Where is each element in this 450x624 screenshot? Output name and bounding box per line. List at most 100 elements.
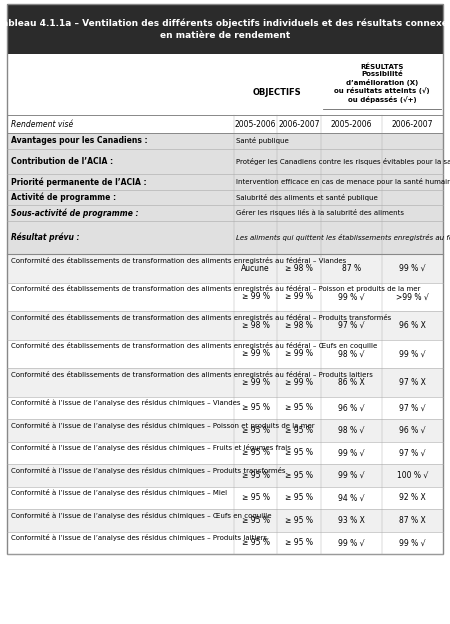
Text: Conformité à l’issue de l’analyse des résidus chimiques – Miel: Conformité à l’issue de l’analyse des ré…	[11, 489, 227, 496]
Text: ≥ 98 %: ≥ 98 %	[285, 264, 313, 273]
Bar	[7, 54, 443, 57]
Text: Conformité à l’issue de l’analyse des résidus chimiques – Œufs en coquille: Conformité à l’issue de l’analyse des ré…	[11, 512, 271, 519]
Text: Santé publique: Santé publique	[236, 137, 288, 144]
Bar	[7, 220, 443, 254]
Text: 96 % √: 96 % √	[399, 426, 426, 435]
Text: ≥ 95 %: ≥ 95 %	[285, 403, 313, 412]
Text: 97 % √: 97 % √	[399, 448, 426, 457]
Text: 99 % √: 99 % √	[399, 349, 426, 358]
Bar	[7, 57, 443, 115]
Text: ≥ 95 %: ≥ 95 %	[242, 426, 270, 435]
Text: ≥ 98 %: ≥ 98 %	[242, 321, 270, 329]
Text: 99 % √: 99 % √	[399, 539, 426, 547]
Text: Résultat prévu :: Résultat prévu :	[11, 233, 80, 242]
Text: Aucune: Aucune	[241, 264, 270, 273]
Text: Conformité des établissements de transformation des aliments enregistrés au fédé: Conformité des établissements de transfo…	[11, 256, 346, 263]
Bar	[7, 419, 443, 442]
Text: 99 % √: 99 % √	[338, 292, 364, 301]
Bar	[7, 190, 443, 205]
Text: ≥ 99 %: ≥ 99 %	[242, 349, 270, 358]
Bar	[7, 339, 443, 368]
Bar	[7, 464, 443, 487]
Text: Conformité à l’issue de l’analyse des résidus chimiques – Viandes: Conformité à l’issue de l’analyse des ré…	[11, 399, 240, 406]
Text: 92 % X: 92 % X	[399, 493, 426, 502]
Text: RÉSULTATS
Possibilité
d’amélioration (X)
ou résultats atteints (√)
ou dépassés (: RÉSULTATS Possibilité d’amélioration (X)…	[334, 64, 430, 103]
Text: ≥ 95 %: ≥ 95 %	[242, 516, 270, 525]
Text: Conformité à l’issue de l’analyse des résidus chimiques – Poisson et produits de: Conformité à l’issue de l’analyse des ré…	[11, 421, 315, 429]
Text: 98 % √: 98 % √	[338, 349, 364, 358]
Text: Conformité à l’issue de l’analyse des résidus chimiques – Produits laitiers: Conformité à l’issue de l’analyse des ré…	[11, 534, 267, 541]
Bar	[7, 205, 443, 220]
Bar	[7, 149, 443, 174]
Text: ≥ 95 %: ≥ 95 %	[242, 403, 270, 412]
Bar	[7, 396, 443, 419]
Text: 97 % √: 97 % √	[338, 321, 364, 329]
Text: ≥ 95 %: ≥ 95 %	[285, 516, 313, 525]
Text: ≥ 95 %: ≥ 95 %	[285, 539, 313, 547]
Text: 99 % √: 99 % √	[399, 264, 426, 273]
Text: Conformité des établissements de transformation des aliments enregistrés au fédé: Conformité des établissements de transfo…	[11, 285, 420, 292]
Text: ≥ 95 %: ≥ 95 %	[242, 470, 270, 480]
Text: Gérer les risques liés à la salubrité des aliments: Gérer les risques liés à la salubrité de…	[236, 209, 404, 217]
Text: 2005-2006: 2005-2006	[331, 120, 372, 129]
Text: 96 % √: 96 % √	[338, 403, 364, 412]
Text: 98 % √: 98 % √	[338, 426, 364, 435]
Text: 97 % X: 97 % X	[399, 378, 426, 387]
Text: 96 % X: 96 % X	[399, 321, 426, 329]
Text: 99 % √: 99 % √	[338, 539, 364, 547]
Text: ≥ 95 %: ≥ 95 %	[242, 539, 270, 547]
Text: 87 %: 87 %	[342, 264, 361, 273]
Text: ≥ 99 %: ≥ 99 %	[285, 292, 313, 301]
Text: Conformité à l’issue de l’analyse des résidus chimiques – Produits transformés: Conformité à l’issue de l’analyse des ré…	[11, 467, 285, 474]
Text: ≥ 99 %: ≥ 99 %	[242, 378, 270, 387]
Text: 2006-2007: 2006-2007	[279, 120, 320, 129]
Text: ≥ 99 %: ≥ 99 %	[285, 349, 313, 358]
Text: Avantages pour les Canadiens :: Avantages pour les Canadiens :	[11, 136, 148, 145]
Text: Contribution de l’ACIA :: Contribution de l’ACIA :	[11, 157, 113, 166]
Text: 100 % √: 100 % √	[397, 470, 428, 480]
Text: 86 % X: 86 % X	[338, 378, 365, 387]
Text: ≥ 95 %: ≥ 95 %	[285, 493, 313, 502]
Bar	[7, 115, 443, 133]
Text: 94 % √: 94 % √	[338, 493, 364, 502]
Bar	[7, 174, 443, 190]
Text: Conformité des établissements de transformation des aliments enregistrés au fédé: Conformité des établissements de transfo…	[11, 313, 391, 321]
Bar	[7, 487, 443, 509]
Bar	[7, 133, 443, 149]
Bar	[7, 368, 443, 396]
Bar	[7, 442, 443, 464]
Bar	[7, 532, 443, 554]
Bar	[7, 283, 443, 311]
Text: Conformité à l’issue de l’analyse des résidus chimiques – Fruits et légumes frai: Conformité à l’issue de l’analyse des ré…	[11, 444, 291, 451]
Text: Conformité des établissements de transformation des aliments enregistrés au fédé: Conformité des établissements de transfo…	[11, 371, 373, 378]
Text: ≥ 95 %: ≥ 95 %	[285, 448, 313, 457]
Text: 99 % √: 99 % √	[338, 470, 364, 480]
Text: >99 % √: >99 % √	[396, 292, 429, 301]
Text: Activité de programme :: Activité de programme :	[11, 192, 116, 202]
Text: ≥ 98 %: ≥ 98 %	[285, 321, 313, 329]
Text: ≥ 95 %: ≥ 95 %	[285, 470, 313, 480]
Text: ≥ 99 %: ≥ 99 %	[242, 292, 270, 301]
Bar	[7, 4, 443, 54]
Text: 99 % √: 99 % √	[338, 448, 364, 457]
Text: OBJECTIFS: OBJECTIFS	[253, 89, 302, 97]
Text: Priorité permanente de l’ACIA :: Priorité permanente de l’ACIA :	[11, 177, 147, 187]
Text: Conformité des établissements de transformation des aliments enregistrés au fédé: Conformité des établissements de transfo…	[11, 342, 377, 349]
Text: ≥ 95 %: ≥ 95 %	[242, 448, 270, 457]
Text: Protéger les Canadiens contre les risques évitables pour la santé liés à la salu: Protéger les Canadiens contre les risque…	[236, 158, 450, 165]
Text: Les aliments qui quittent les établissements enregistrés au fédéral à des fins d: Les aliments qui quittent les établissem…	[236, 234, 450, 241]
Text: ≥ 99 %: ≥ 99 %	[285, 378, 313, 387]
Bar	[7, 254, 443, 283]
Text: Sous-activité de programme :: Sous-activité de programme :	[11, 208, 139, 218]
Text: 93 % X: 93 % X	[338, 516, 365, 525]
Text: 87 % X: 87 % X	[399, 516, 426, 525]
Text: 2006-2007: 2006-2007	[392, 120, 433, 129]
Text: Tableau 4.1.1a – Ventilation des différents objectifs individuels et des résulta: Tableau 4.1.1a – Ventilation des différe…	[0, 18, 450, 40]
Bar	[7, 509, 443, 532]
Text: Salubrité des aliments et santé publique: Salubrité des aliments et santé publique	[236, 193, 378, 201]
Text: 2005-2006: 2005-2006	[235, 120, 276, 129]
Bar	[7, 311, 443, 339]
Text: Intervention efficace en cas de menace pour la santé humaine: Intervention efficace en cas de menace p…	[236, 178, 450, 185]
Text: ≥ 95 %: ≥ 95 %	[242, 493, 270, 502]
Text: Rendement visé: Rendement visé	[11, 120, 73, 129]
